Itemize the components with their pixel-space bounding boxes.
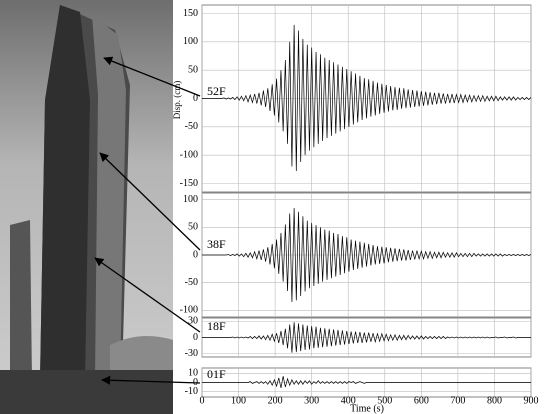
y-tick-label: 100	[183, 194, 198, 205]
y-tick-label: -100	[180, 305, 198, 316]
panel-label: 18F	[207, 319, 226, 333]
y-tick-label: -50	[185, 121, 198, 132]
y-tick-label: -50	[185, 277, 198, 288]
y-axis-label: Disp. (cm)	[172, 81, 182, 120]
x-tick-label: 500	[377, 395, 392, 406]
x-tick-label: 400	[341, 395, 356, 406]
y-tick-label: -10	[185, 386, 198, 397]
x-tick-label: 900	[524, 395, 539, 406]
x-tick-label: 600	[414, 395, 429, 406]
arrows	[94, 56, 201, 385]
y-tick-label: 30	[188, 316, 198, 327]
series-line	[202, 24, 532, 172]
y-tick-label: 0	[193, 93, 198, 104]
y-tick-label: -30	[185, 348, 198, 359]
y-tick-label: 50	[188, 222, 198, 233]
building-photo	[0, 0, 173, 414]
y-tick-label: 0	[193, 377, 198, 388]
y-tick-label: -150	[180, 178, 198, 189]
y-tick-label: 50	[188, 64, 198, 75]
panel-label: 01F	[207, 367, 226, 381]
series-line	[202, 322, 531, 353]
x-tick-label: 700	[450, 395, 465, 406]
x-tick-label: 100	[231, 395, 246, 406]
x-tick-label: 800	[487, 395, 502, 406]
series-line	[202, 207, 532, 303]
y-tick-label: 150	[183, 8, 198, 19]
x-tick-label: 0	[200, 395, 205, 406]
y-tick-label: 0	[193, 249, 198, 260]
series-line	[202, 376, 531, 389]
x-tick-label: 300	[304, 395, 319, 406]
x-tick-label: 200	[268, 395, 283, 406]
x-axis-label: Time (s)	[350, 403, 384, 414]
y-tick-label: -100	[180, 149, 198, 160]
y-tick-label: 10	[188, 368, 198, 379]
y-tick-label: 0	[193, 332, 198, 343]
panel-label: 38F	[207, 237, 226, 251]
y-tick-label: 100	[183, 36, 198, 47]
panel-label: 52F	[207, 84, 226, 98]
